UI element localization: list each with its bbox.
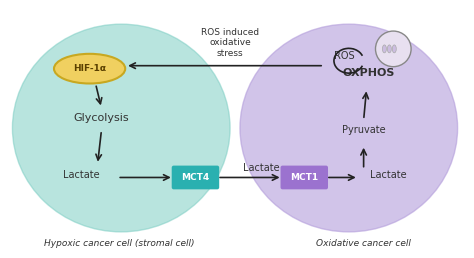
Text: Lactate: Lactate bbox=[64, 170, 100, 180]
Text: Oxidative cancer cell: Oxidative cancer cell bbox=[316, 239, 411, 248]
Text: Lactate: Lactate bbox=[244, 163, 280, 173]
Text: Pyruvate: Pyruvate bbox=[342, 125, 385, 135]
Ellipse shape bbox=[240, 24, 457, 232]
Text: Glycolysis: Glycolysis bbox=[73, 113, 129, 123]
Text: Lactate: Lactate bbox=[370, 170, 407, 180]
Ellipse shape bbox=[392, 45, 396, 53]
Text: OXPHOS: OXPHOS bbox=[342, 68, 395, 78]
Circle shape bbox=[375, 31, 411, 67]
Text: MCT1: MCT1 bbox=[290, 173, 319, 182]
Text: Hypoxic cancer cell (stromal cell): Hypoxic cancer cell (stromal cell) bbox=[44, 239, 194, 248]
Ellipse shape bbox=[12, 24, 230, 232]
FancyBboxPatch shape bbox=[281, 166, 328, 189]
Ellipse shape bbox=[54, 54, 125, 84]
Text: HIF-1α: HIF-1α bbox=[73, 64, 106, 73]
Ellipse shape bbox=[383, 45, 386, 53]
FancyBboxPatch shape bbox=[172, 166, 219, 189]
Text: ROS: ROS bbox=[334, 51, 354, 61]
Text: MCT4: MCT4 bbox=[182, 173, 210, 182]
Text: ROS induced
oxidative
stress: ROS induced oxidative stress bbox=[201, 28, 259, 58]
Ellipse shape bbox=[387, 45, 392, 53]
